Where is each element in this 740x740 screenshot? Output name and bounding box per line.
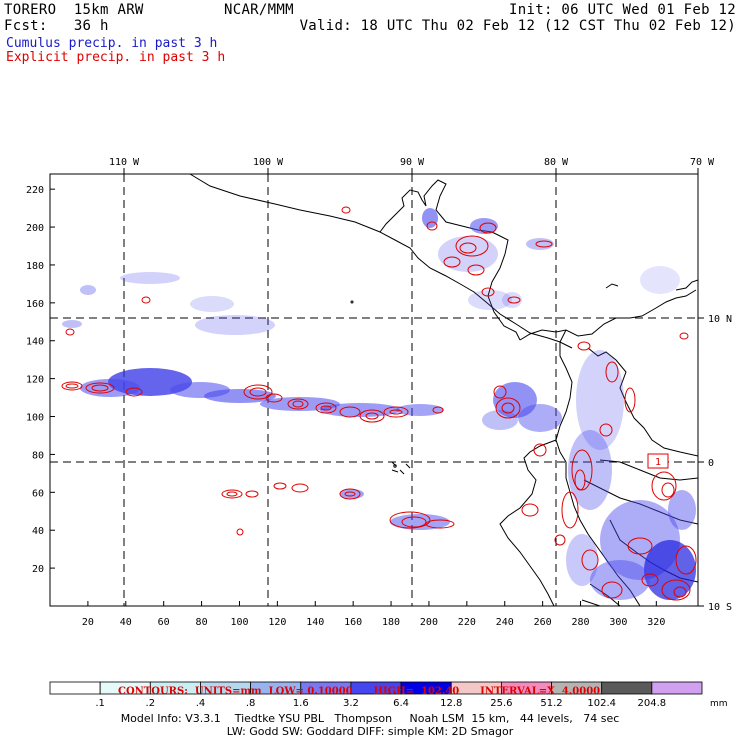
lat-label: 0 [708, 458, 714, 469]
legend-level: 204.8 [638, 698, 667, 709]
explicit-label: Explicit precip. in past 3 h [6, 50, 226, 65]
x-index-label: 220 [458, 617, 476, 628]
legend-unit: mm [710, 699, 728, 709]
x-grid-index-labels: 20 40 60 80 100 120 140 160 180 200 220 240 260 280 30… [82, 601, 665, 628]
x-index-label: 180 [382, 617, 400, 628]
y-index-label: 160 [26, 299, 44, 310]
lon-label: 100 W [253, 157, 284, 168]
legend-level: 51.2 [540, 698, 562, 709]
model-title: TORERO 15km ARW [4, 2, 144, 18]
x-index-label: 240 [496, 617, 514, 628]
lat-labels: 10 N 0 10 S [708, 314, 732, 613]
x-index-label: 280 [571, 617, 589, 628]
legend-level: 12.8 [440, 698, 462, 709]
legend-level: 25.6 [490, 698, 512, 709]
x-index-label: 120 [268, 617, 286, 628]
legend-level: .8 [246, 698, 256, 709]
lat-label: 10 N [708, 314, 732, 325]
graticule [50, 174, 698, 606]
contour-box [647, 453, 669, 469]
y-grid-index-labels: 220 200 180 160 140 120 100 80 60 40 20 [26, 185, 55, 575]
cumulus-label: Cumulus precip. in past 3 h [6, 36, 218, 51]
legend-level: 102.4 [587, 698, 616, 709]
contour-info: CONTOURS: UNITS=mm LOW= 0.10000 HIGH= 10… [0, 664, 740, 697]
x-index-label: 200 [420, 617, 438, 628]
legend-level: 1.6 [293, 698, 309, 709]
legend-level: .1 [95, 698, 105, 709]
init-time: Init: 06 UTC Wed 01 Feb 12 [509, 2, 736, 18]
contour-info-text: CONTOURS: UNITS=mm LOW= 0.10000 HIGH= 10… [118, 686, 601, 697]
lon-label: 110 W [109, 157, 140, 168]
x-index-label: 140 [306, 617, 324, 628]
x-index-label: 60 [158, 617, 170, 628]
x-index-label: 300 [609, 617, 627, 628]
y-index-label: 180 [26, 261, 44, 272]
legend-level: 6.4 [393, 698, 409, 709]
lon-label: 90 W [400, 157, 425, 168]
explicit-precip [61, 206, 697, 601]
y-index-label: 40 [32, 526, 44, 537]
x-index-label: 40 [120, 617, 132, 628]
center-label: NCAR/MMM [224, 2, 294, 18]
lon-label: 80 W [544, 157, 569, 168]
lon-labels: 110 W 100 W 90 W 80 W 70 W [109, 157, 715, 168]
lon-label: 70 W [690, 157, 715, 168]
x-index-label: 80 [196, 617, 208, 628]
contour-box-label: 1 [655, 457, 661, 468]
forecast-hour: Fcst: 36 h [4, 18, 109, 34]
legend-labels: .1 .2 .4 .8 1.6 3.2 6.4 12.8 25.6 51.2 102.4 204.8 [95, 698, 666, 709]
model-info-line: Model Info: V3.3.1 Tiedtke YSU PBL Thomp… [120, 712, 620, 725]
x-index-label: 100 [230, 617, 248, 628]
x-index-label: 20 [82, 617, 94, 628]
physics-info-line: LW: Godd SW: Goddard DIFF: simple KM: 2D… [226, 725, 514, 738]
x-index-label: 260 [534, 617, 552, 628]
legend-level: .2 [146, 698, 156, 709]
lat-label: 10 S [708, 602, 732, 613]
precip-legend [49, 681, 703, 695]
y-index-label: 20 [32, 564, 44, 575]
y-index-label: 140 [26, 337, 44, 348]
axis-ticks [123, 168, 704, 607]
valid-time: Valid: 18 UTC Thu 02 Feb 12 (12 CST Thu … [299, 18, 736, 34]
y-index-label: 220 [26, 185, 44, 196]
y-index-label: 60 [32, 488, 44, 499]
y-index-label: 200 [26, 223, 44, 234]
x-index-label: 160 [344, 617, 362, 628]
legend-level: 3.2 [343, 698, 359, 709]
y-index-label: 80 [32, 450, 44, 461]
x-index-label: 320 [647, 617, 665, 628]
legend-level: .4 [196, 698, 206, 709]
legend-swatch [651, 681, 703, 695]
y-index-label: 120 [26, 375, 44, 386]
y-index-label: 100 [26, 413, 44, 424]
